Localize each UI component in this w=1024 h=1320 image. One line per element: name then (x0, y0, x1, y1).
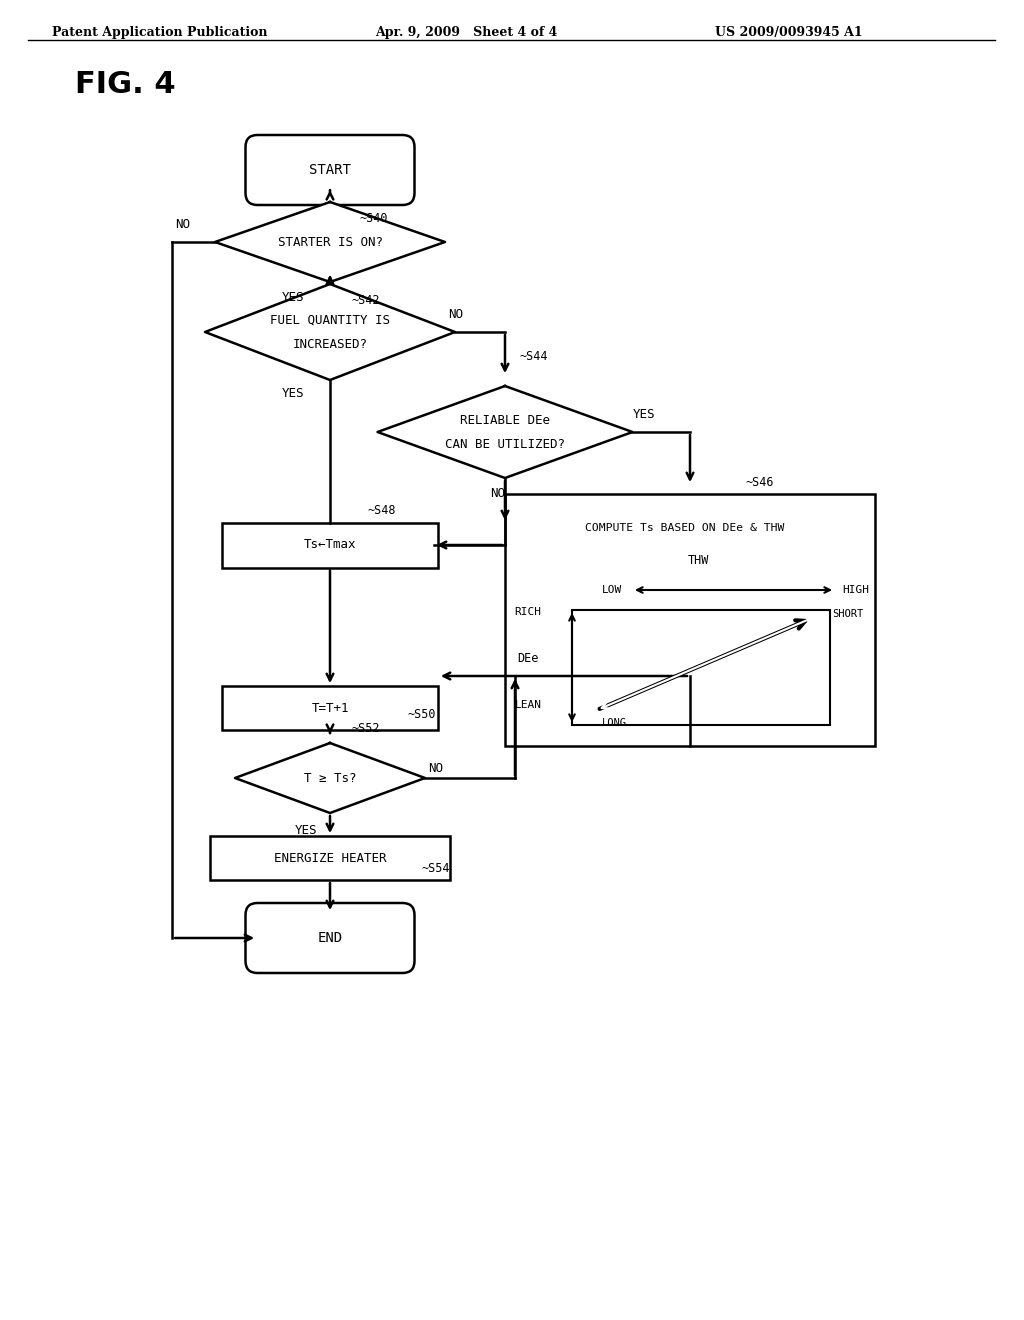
Text: ~S46: ~S46 (745, 475, 773, 488)
Bar (222, 686, 437, 730)
Text: LEAN: LEAN (514, 700, 542, 710)
Text: NO: NO (447, 308, 463, 321)
Polygon shape (215, 202, 445, 282)
Polygon shape (205, 284, 455, 380)
Text: ENERGIZE HEATER: ENERGIZE HEATER (273, 851, 386, 865)
Text: THW: THW (687, 553, 709, 566)
FancyBboxPatch shape (246, 903, 415, 973)
Text: HIGH: HIGH (843, 585, 869, 595)
Text: NO: NO (490, 487, 505, 500)
Text: Patent Application Publication: Patent Application Publication (52, 26, 267, 40)
Text: Apr. 9, 2009   Sheet 4 of 4: Apr. 9, 2009 Sheet 4 of 4 (375, 26, 557, 40)
Text: SHORT: SHORT (831, 609, 863, 619)
Polygon shape (378, 385, 633, 478)
Text: CAN BE UTILIZED?: CAN BE UTILIZED? (445, 438, 565, 451)
Text: ~S52: ~S52 (352, 722, 381, 734)
Text: YES: YES (633, 408, 655, 421)
Text: T ≥ Ts?: T ≥ Ts? (304, 771, 356, 784)
Text: ~S44: ~S44 (520, 351, 549, 363)
Text: NO: NO (428, 762, 443, 775)
Bar (572, 610, 830, 725)
Text: LOW: LOW (602, 585, 623, 595)
Text: START: START (309, 162, 351, 177)
Text: ~S48: ~S48 (368, 503, 396, 516)
Polygon shape (234, 743, 425, 813)
Text: RICH: RICH (514, 607, 542, 616)
FancyBboxPatch shape (246, 135, 415, 205)
Text: DEe: DEe (517, 652, 539, 664)
Text: ~S50: ~S50 (408, 709, 436, 722)
Text: FIG. 4: FIG. 4 (75, 70, 176, 99)
Bar (222, 523, 437, 568)
Text: ~S42: ~S42 (352, 293, 381, 306)
Text: STARTER IS ON?: STARTER IS ON? (278, 235, 383, 248)
Text: ~S40: ~S40 (360, 211, 388, 224)
Text: YES: YES (282, 388, 304, 400)
Text: NO: NO (175, 218, 190, 231)
Text: LONG: LONG (602, 718, 627, 729)
Text: INCREASED?: INCREASED? (293, 338, 368, 351)
Text: COMPUTE Ts BASED ON DEe & THW: COMPUTE Ts BASED ON DEe & THW (586, 523, 784, 533)
Bar (505, 494, 874, 746)
Text: YES: YES (295, 824, 317, 837)
Text: RELIABLE DEe: RELIABLE DEe (460, 413, 550, 426)
Text: US 2009/0093945 A1: US 2009/0093945 A1 (715, 26, 862, 40)
Text: FUEL QUANTITY IS: FUEL QUANTITY IS (270, 314, 390, 326)
Text: T=T+1: T=T+1 (311, 701, 349, 714)
Text: ~S54: ~S54 (422, 862, 451, 875)
Text: Ts←Tmax: Ts←Tmax (304, 539, 356, 552)
Bar (210, 836, 450, 880)
Text: YES: YES (282, 290, 304, 304)
Text: END: END (317, 931, 343, 945)
